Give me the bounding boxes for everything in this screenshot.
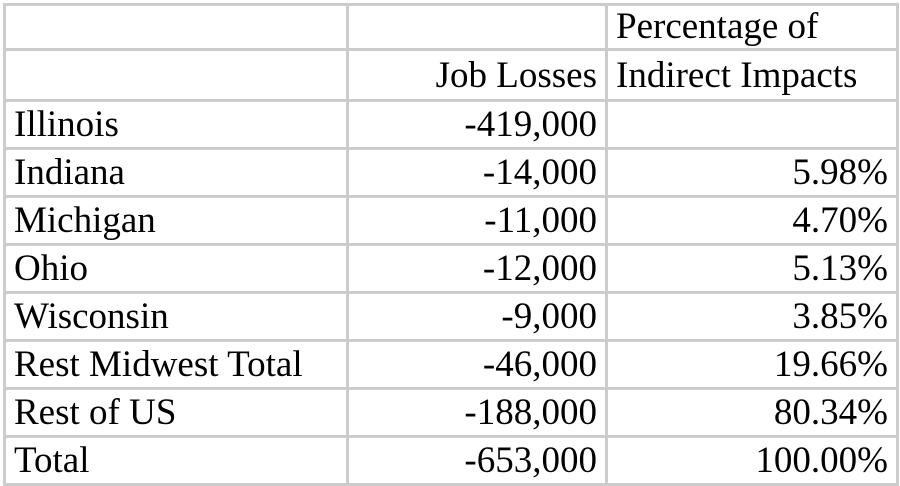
job-losses-cell: -46,000 bbox=[346, 339, 608, 390]
header-job-losses: Job Losses bbox=[346, 48, 608, 102]
pct-indirect-cell: 5.13% bbox=[605, 243, 899, 294]
table-row: Rest Midwest Total -46,000 19.66% bbox=[3, 339, 899, 390]
region-cell: Illinois bbox=[3, 99, 349, 150]
pct-indirect-cell: 5.98% bbox=[605, 147, 899, 198]
region-cell: Michigan bbox=[3, 195, 349, 246]
table-row: Indiana -14,000 5.98% bbox=[3, 147, 899, 198]
region-cell: Rest Midwest Total bbox=[3, 339, 349, 390]
table-row: Total -653,000 100.00% bbox=[3, 435, 899, 486]
header-row-2: Job Losses Indirect Impacts bbox=[3, 48, 899, 102]
job-losses-cell: -11,000 bbox=[346, 195, 608, 246]
header-cell-region bbox=[3, 48, 349, 102]
job-losses-cell: -12,000 bbox=[346, 243, 608, 294]
table-row: Illinois -419,000 bbox=[3, 99, 899, 150]
header-cell-job-losses-top bbox=[346, 3, 608, 51]
pct-indirect-cell: 4.70% bbox=[605, 195, 899, 246]
header-cell-region-top bbox=[3, 3, 349, 51]
job-losses-cell: -14,000 bbox=[346, 147, 608, 198]
job-losses-cell: -653,000 bbox=[346, 435, 608, 486]
table-row: Rest of US -188,000 80.34% bbox=[3, 387, 899, 438]
pct-indirect-cell: 3.85% bbox=[605, 291, 899, 342]
job-losses-cell: -419,000 bbox=[346, 99, 608, 150]
table-row: Michigan -11,000 4.70% bbox=[3, 195, 899, 246]
table-row: Ohio -12,000 5.13% bbox=[3, 243, 899, 294]
table-row: Wisconsin -9,000 3.85% bbox=[3, 291, 899, 342]
pct-indirect-cell: 19.66% bbox=[605, 339, 899, 390]
region-cell: Wisconsin bbox=[3, 291, 349, 342]
job-losses-cell: -188,000 bbox=[346, 387, 608, 438]
pct-indirect-cell: 80.34% bbox=[605, 387, 899, 438]
region-cell: Indiana bbox=[3, 147, 349, 198]
job-losses-cell: -9,000 bbox=[346, 291, 608, 342]
region-cell: Ohio bbox=[3, 243, 349, 294]
job-losses-table: Percentage of Job Losses Indirect Impact… bbox=[3, 3, 899, 486]
region-cell: Total bbox=[3, 435, 349, 486]
pct-indirect-cell bbox=[605, 99, 899, 150]
header-pct-line1: Percentage of bbox=[605, 3, 899, 51]
region-cell: Rest of US bbox=[3, 387, 349, 438]
header-row-1: Percentage of bbox=[3, 3, 899, 51]
pct-indirect-cell: 100.00% bbox=[605, 435, 899, 486]
header-pct-line2: Indirect Impacts bbox=[605, 48, 899, 102]
